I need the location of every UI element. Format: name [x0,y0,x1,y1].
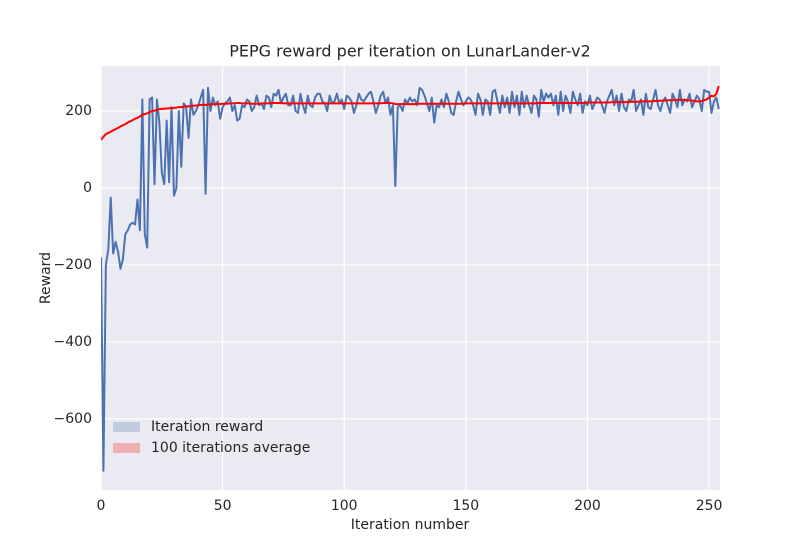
y-tick-label: −400 [54,334,92,350]
chart-title: PEPG reward per iteration on LunarLander… [229,42,590,61]
y-axis-label: Reward [38,252,54,304]
x-tick-label: 100 [331,498,358,514]
x-tick-label: 150 [452,498,479,514]
legend-label: 100 iterations average [151,440,310,456]
x-tick-label: 0 [97,498,106,514]
y-tick-label: 200 [65,103,92,119]
series-line [101,85,720,141]
legend-label: Iteration reward [151,419,263,435]
legend-swatch [113,443,140,453]
x-tick-label: 200 [574,498,601,514]
x-tick-label: 250 [696,498,723,514]
y-tick-label: −600 [54,411,92,427]
series-line [101,86,720,472]
legend-swatch [113,422,140,432]
x-axis-label: Iteration number [351,517,470,533]
y-tick-label: −200 [54,257,92,273]
y-tick-label: 0 [83,180,92,196]
x-tick-label: 50 [214,498,232,514]
